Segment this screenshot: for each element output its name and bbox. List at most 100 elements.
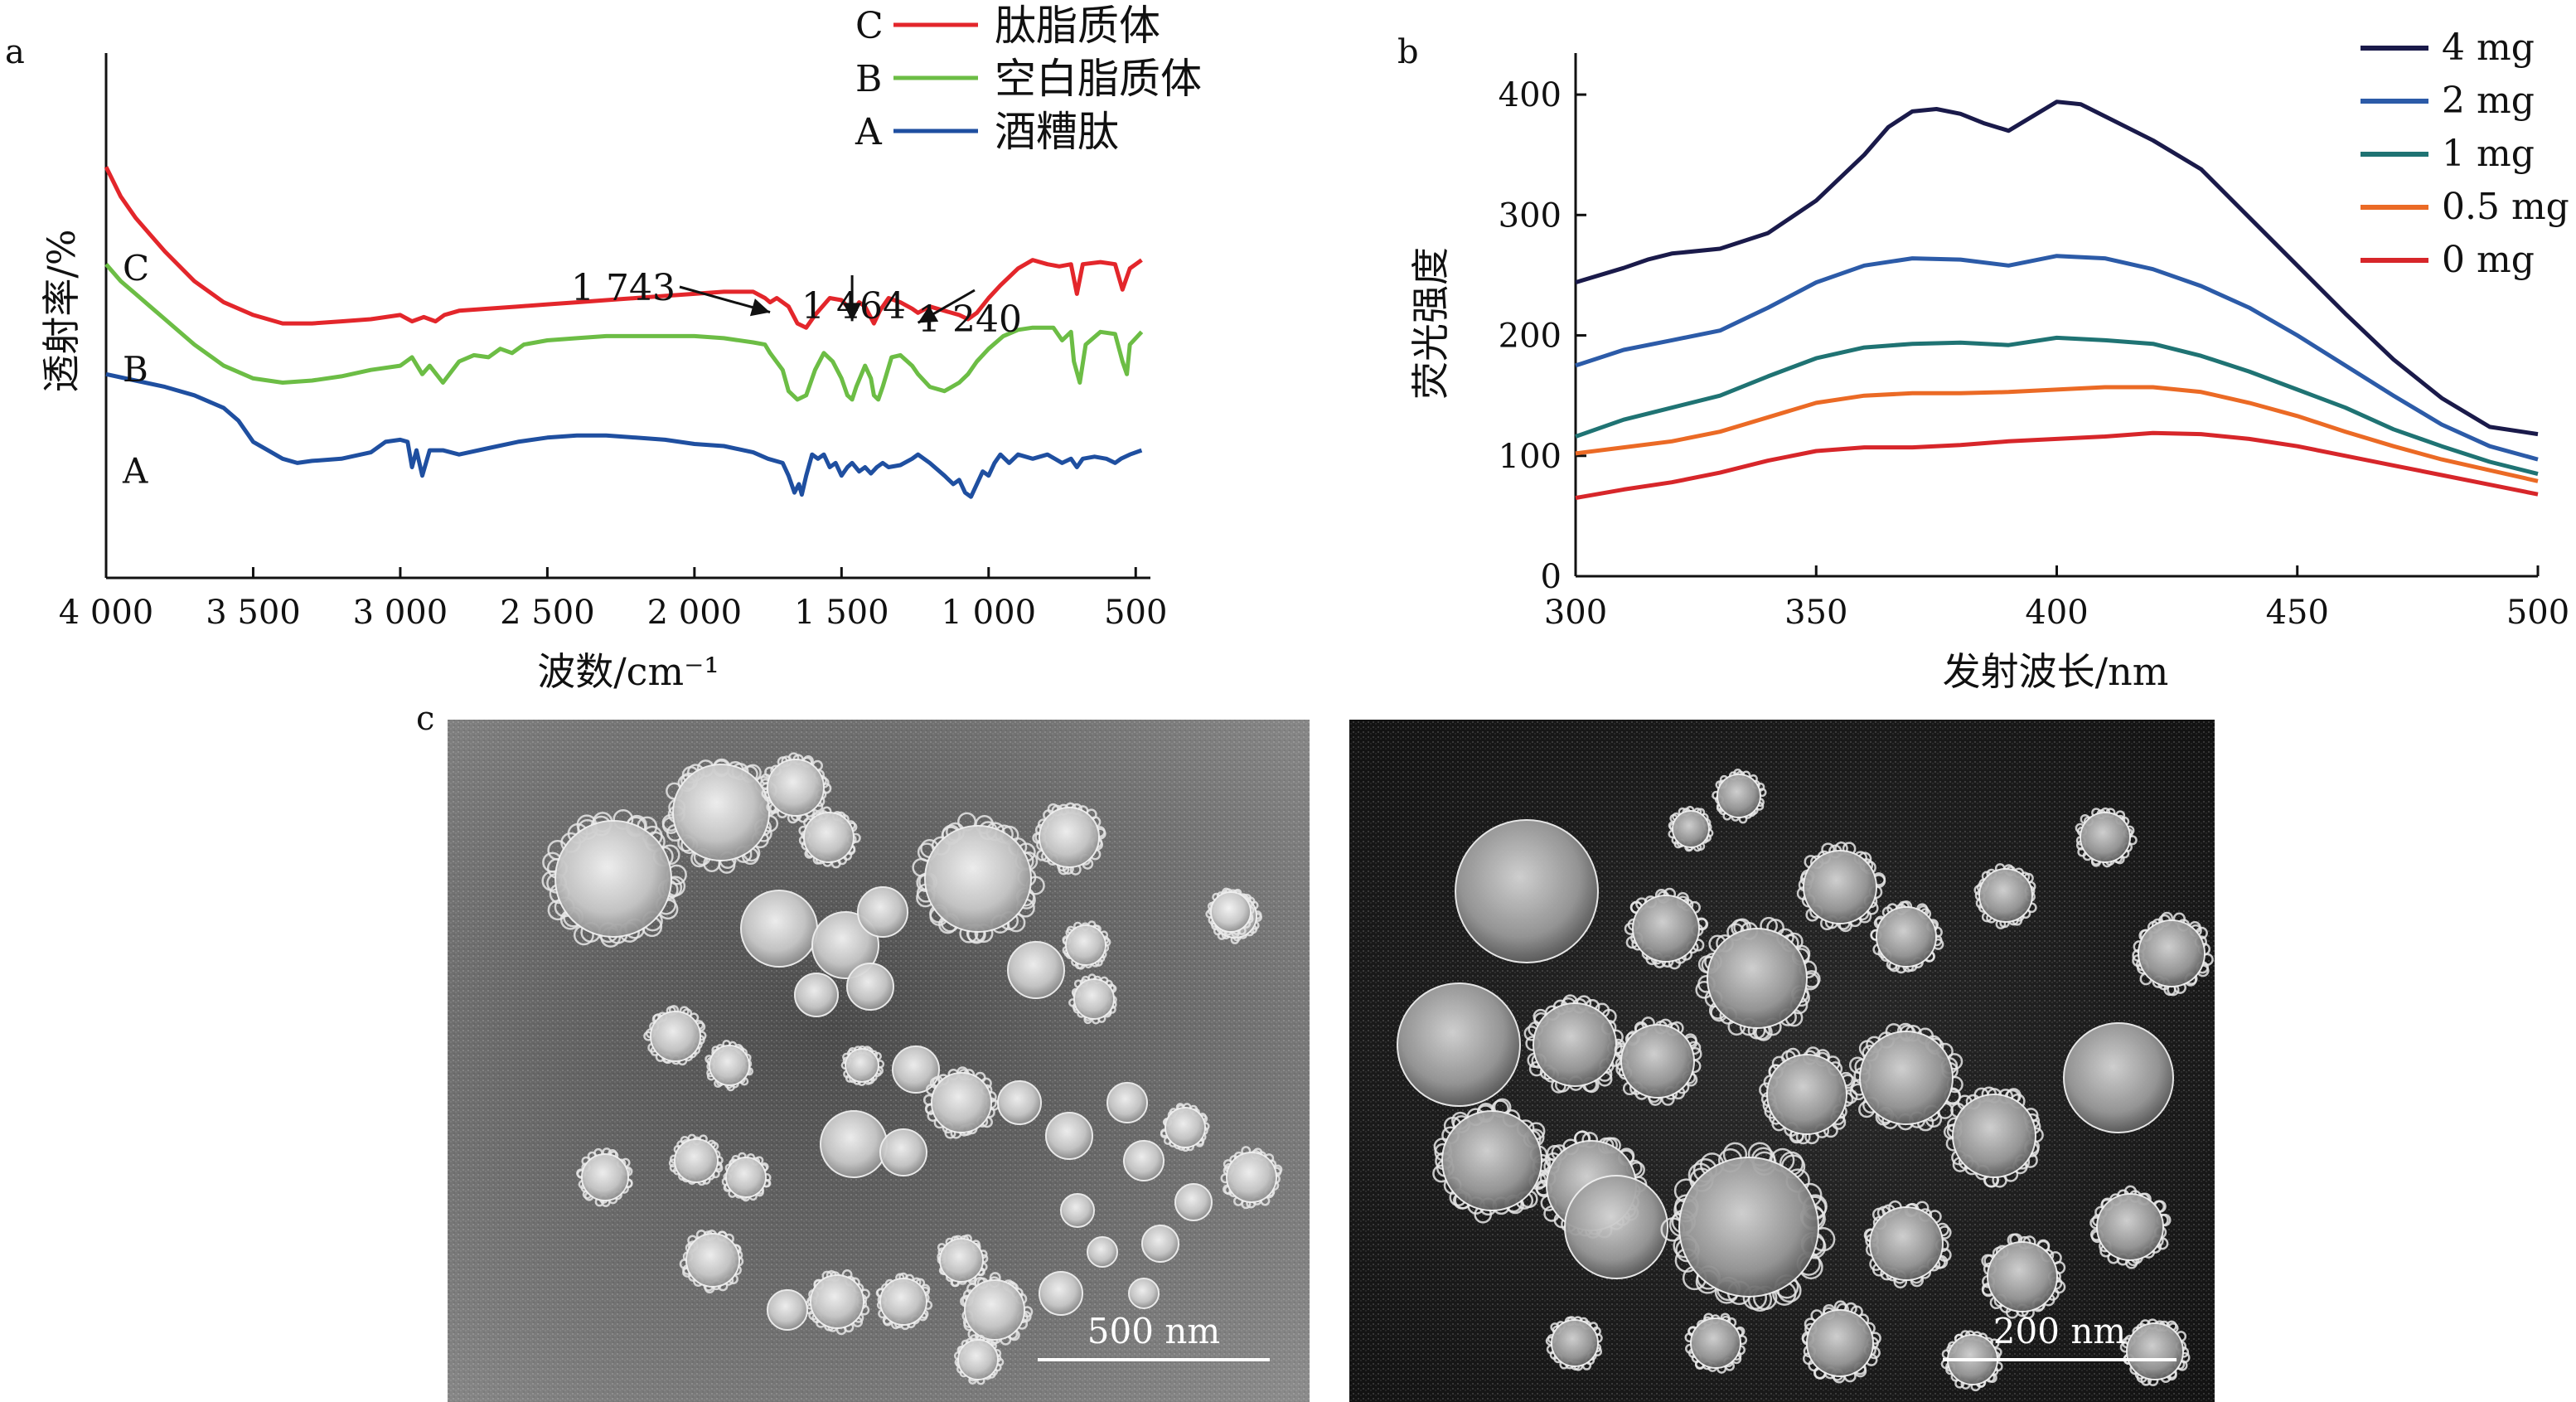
left-vesicle-19 xyxy=(997,1080,1042,1125)
left-vesicle-42 xyxy=(953,1334,1005,1385)
panel-a-series xyxy=(104,166,1144,499)
right-vesicle-12 xyxy=(1614,1016,1702,1106)
right-vesicle-10 xyxy=(1397,982,1521,1107)
panel-b-fluorescence: b 300 350 400 450 500 0 100 200 300 400 4 mg 2 mg 1… xyxy=(1397,27,2569,694)
left-vesicle-26 xyxy=(1220,1146,1283,1210)
panel-b-y-tick-label-400: 400 xyxy=(1499,76,1562,114)
right-vesicle-19 xyxy=(1943,1086,2044,1188)
right-vesicle-9 xyxy=(2132,911,2214,997)
series-line-4-mg xyxy=(1575,99,2539,437)
left-vesicle-21 xyxy=(1106,1082,1148,1123)
legend-label-0-mg: 0 mg xyxy=(2442,239,2535,281)
right-vesicle-17 xyxy=(1759,1046,1858,1145)
panel-b-series xyxy=(1575,99,2539,501)
right-vesicle-24 xyxy=(1801,1300,1881,1384)
left-vesicle-8 xyxy=(857,886,908,938)
panel-b-x-title: 发射波长/nm xyxy=(1943,649,2169,694)
left-vesicle-31 xyxy=(668,1133,724,1186)
right-vesicle-27 xyxy=(1684,1312,1748,1374)
left-vesicle-14 xyxy=(1068,973,1117,1025)
left-vesicle-20 xyxy=(1045,1112,1093,1160)
left-vesicle-32 xyxy=(721,1152,772,1202)
left-vesicle-44 xyxy=(840,1045,885,1086)
left-vesicle-30 xyxy=(576,1147,633,1207)
legend-label-0-5-mg: 0.5 mg xyxy=(2442,186,2569,228)
left-vesicle-27 xyxy=(1174,1183,1213,1221)
scale-bar-right-label: 200 nm xyxy=(1993,1311,2126,1351)
panel-b-ticks: 300 350 400 450 500 0 100 200 300 400 xyxy=(1499,76,2570,632)
annotation-arrowhead-1743 xyxy=(749,298,771,317)
left-vesicle-6 xyxy=(740,890,818,968)
right-vesicle-5 xyxy=(1796,842,1886,933)
left-vesicle-40 xyxy=(937,1234,989,1288)
left-vesicle-0 xyxy=(541,808,687,948)
annotation-label-1743: 1 743 xyxy=(571,267,675,309)
left-vesicle-7 xyxy=(811,911,879,979)
legend-key-a: A xyxy=(855,111,883,153)
legend-label-4-mg: 4 mg xyxy=(2442,27,2535,69)
panel-a-x-tick-label-3000: 3 000 xyxy=(353,594,448,632)
right-vesicle-26 xyxy=(2119,1318,2191,1386)
legend-label-b: 空白脂质体 xyxy=(995,55,1202,103)
annotation-arrowhead-1240 xyxy=(918,305,939,323)
right-vesicle-23 xyxy=(1863,1200,1952,1289)
left-vesicle-3 xyxy=(798,806,861,869)
right-vesicle-18 xyxy=(1848,1022,1963,1132)
legend-key-c: C xyxy=(855,5,884,47)
panel-a-x-tick-label-1500: 1 500 xyxy=(794,594,889,632)
left-vesicle-10 xyxy=(846,963,894,1011)
panel-a-x-ticks: 4 000 3 500 3 000 2 500 2 000 1 500 1 000 500 xyxy=(59,567,1167,632)
panel-a-x-tick-label-500: 500 xyxy=(1104,594,1167,632)
left-vesicle-4 xyxy=(912,812,1045,944)
panel-b-x-tick-label-350: 350 xyxy=(1784,594,1847,632)
legend-label-1-mg: 1 mg xyxy=(2442,133,2535,175)
right-vesicle-20 xyxy=(2063,1022,2174,1133)
panel-b-y-title: 荧光强度 xyxy=(1408,247,1453,400)
panel-a-x-tick-label-2500: 2 500 xyxy=(500,594,595,632)
panel-a-y-title: 透射率/% xyxy=(39,229,84,392)
left-vesicle-17 xyxy=(892,1045,940,1094)
right-vesicle-22 xyxy=(1981,1233,2066,1319)
series-line-0-mg xyxy=(1575,430,2539,501)
legend-label-a: 酒糟肽 xyxy=(995,108,1119,156)
panel-a-x-tick-label-4000: 4 000 xyxy=(59,594,154,632)
right-vesicle-11 xyxy=(1523,994,1626,1094)
series-line-b xyxy=(104,263,1144,402)
right-vesicle-6 xyxy=(1870,900,1944,974)
vesicle-cluster-right xyxy=(1397,769,2214,1392)
left-vesicle-2 xyxy=(759,752,832,824)
panel-a-legend: C 肽脂质体 B 空白脂质体 A 酒糟肽 xyxy=(855,2,1202,156)
right-vesicle-7 xyxy=(1973,863,2037,929)
left-vesicle-43 xyxy=(1205,887,1255,939)
right-vesicle-0 xyxy=(1455,819,1599,963)
panel-b-x-tick-label-300: 300 xyxy=(1544,594,1607,632)
panel-a-curve-labels: C B A xyxy=(122,248,149,492)
panel-a-x-tick-label-2000: 2 000 xyxy=(647,594,743,632)
annotation-arrowhead-1464 xyxy=(843,303,862,322)
right-vesicle-1 xyxy=(1712,769,1767,824)
micrograph-right: 200 nm xyxy=(1349,720,2215,1402)
panel-c-micrographs: c 500 nm 200 nm xyxy=(416,700,2215,1402)
series-line-0-5-mg xyxy=(1575,385,2539,483)
left-vesicle-37 xyxy=(767,1289,808,1331)
left-vesicle-12 xyxy=(1062,920,1111,970)
left-vesicle-28 xyxy=(1141,1225,1179,1263)
left-vesicle-41 xyxy=(1039,1271,1083,1316)
legend-label-2-mg: 2 mg xyxy=(2442,80,2535,122)
panel-b-y-tick-label-300: 300 xyxy=(1499,196,1562,235)
left-vesicle-34 xyxy=(1087,1236,1118,1268)
right-vesicle-2 xyxy=(1668,805,1714,852)
annotation-label-1240: 1 240 xyxy=(918,298,1022,341)
left-vesicle-11 xyxy=(1007,941,1065,999)
legend-key-b: B xyxy=(855,58,882,100)
curve-label-b: B xyxy=(123,349,148,390)
micrograph-left: 500 nm xyxy=(448,720,1310,1402)
left-vesicle-15 xyxy=(643,1005,707,1066)
right-vesicle-15 xyxy=(1564,1175,1668,1279)
left-vesicle-35 xyxy=(679,1230,744,1294)
left-vesicle-22 xyxy=(1123,1140,1165,1181)
panel-a-peak-annotations: 1 743 1 464 1 240 xyxy=(571,267,1022,341)
panel-b-y-tick-label-100: 100 xyxy=(1499,438,1562,476)
panel-b-letter: b xyxy=(1397,33,1419,71)
